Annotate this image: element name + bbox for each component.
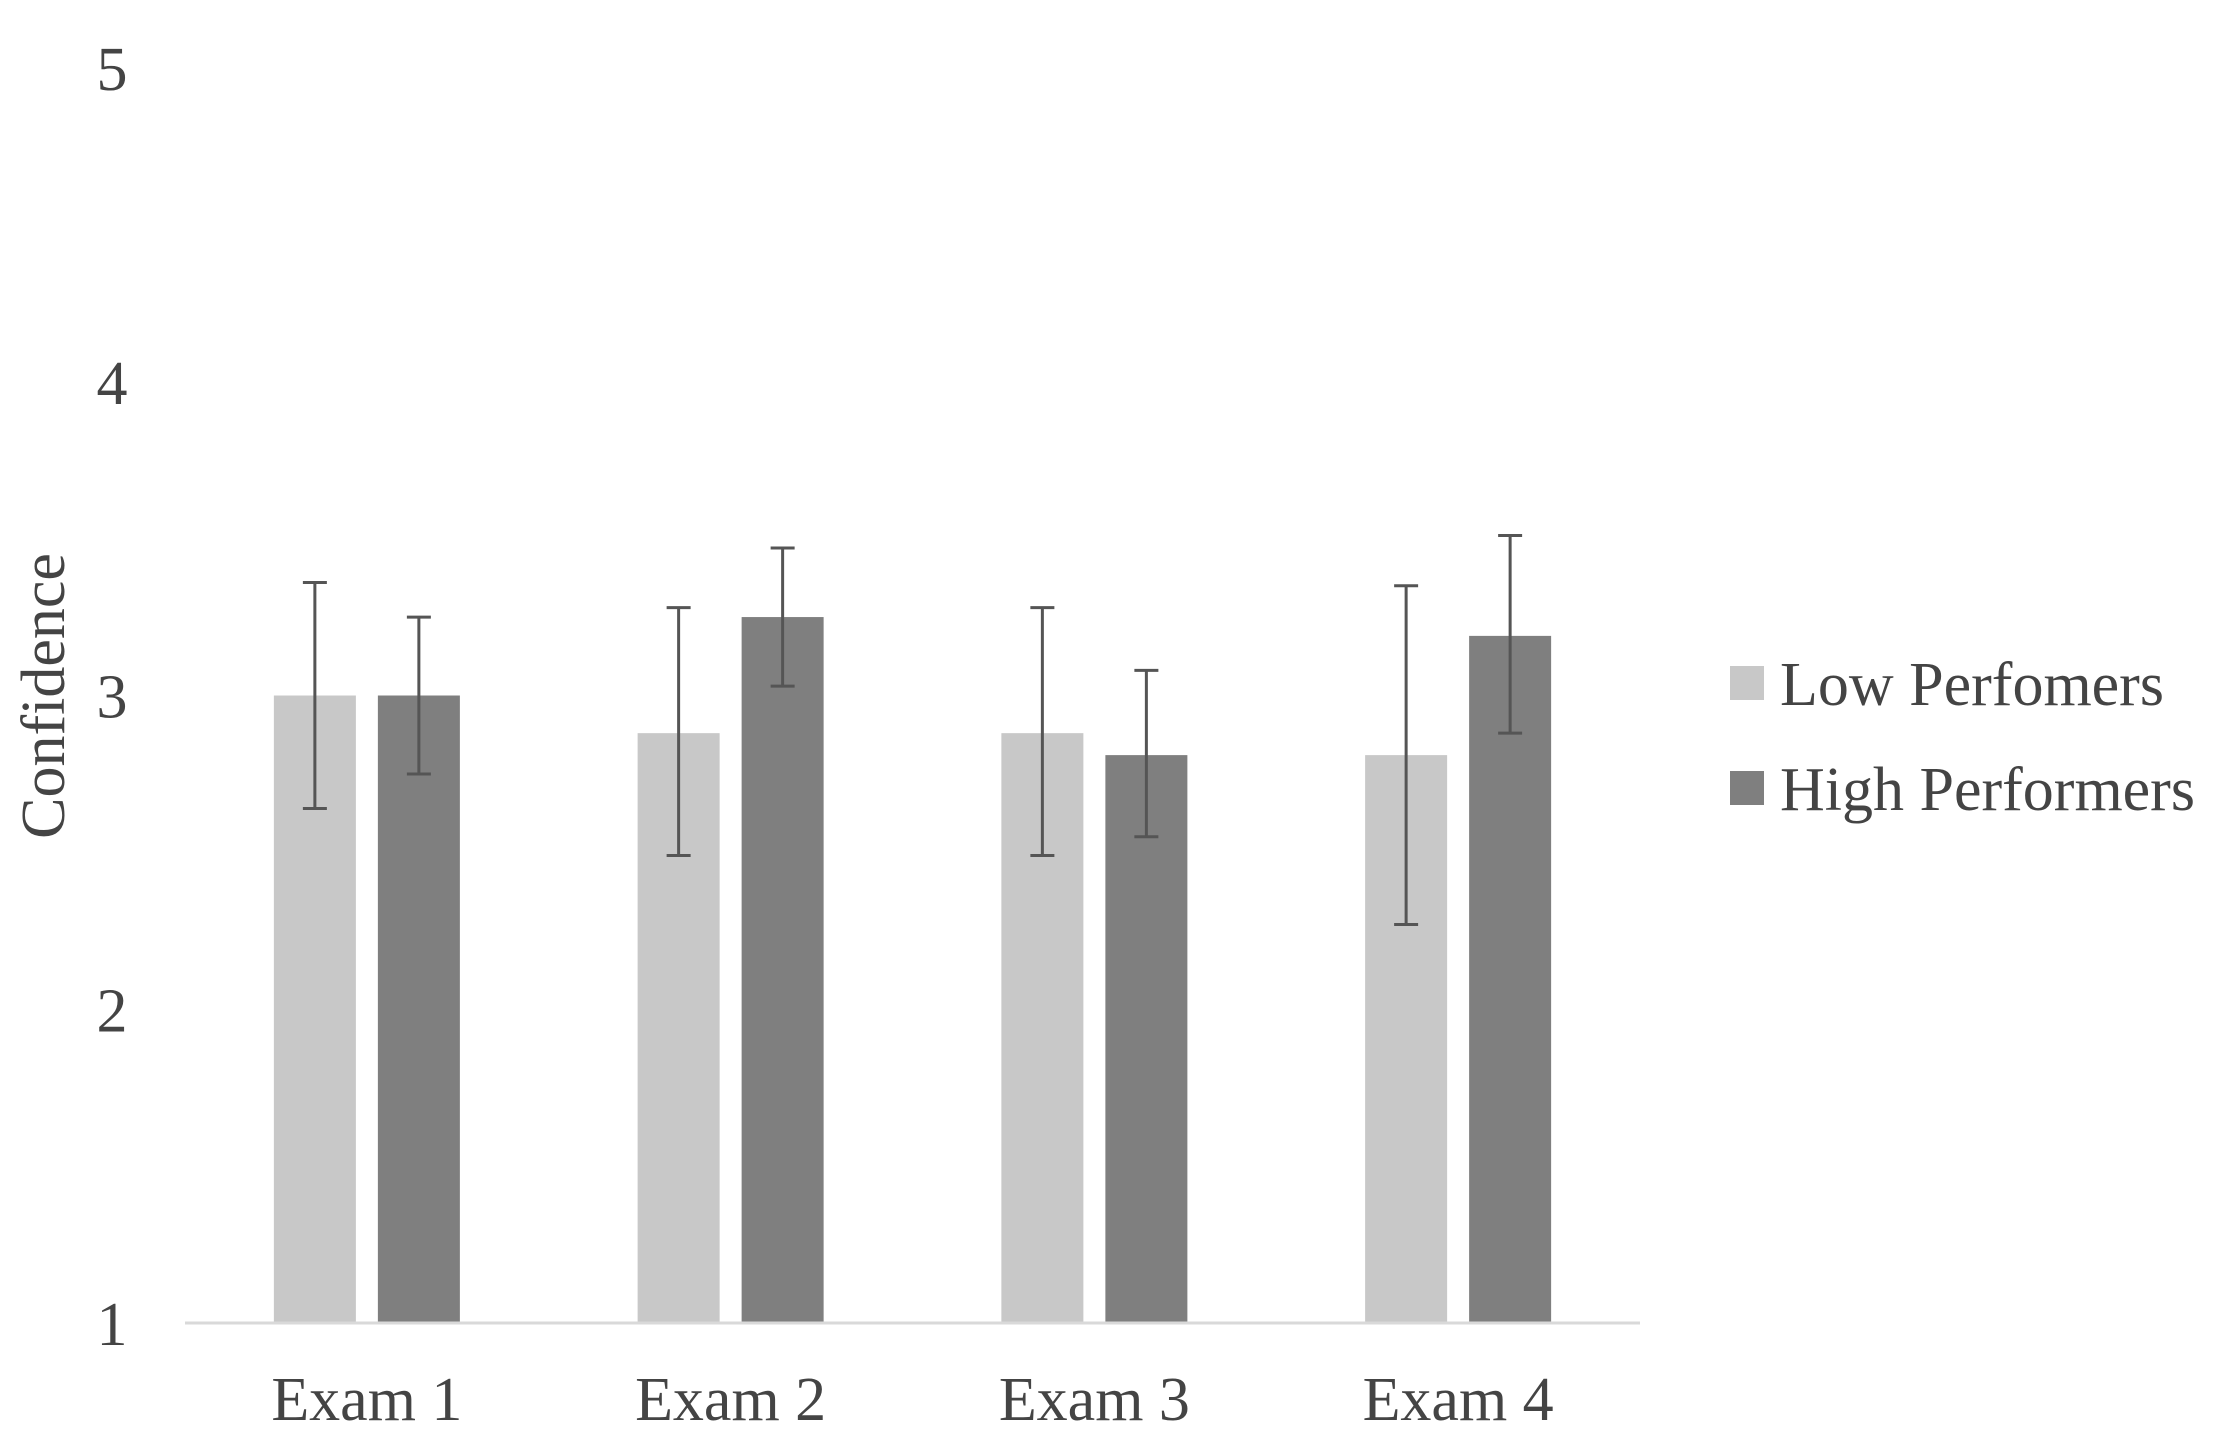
bar <box>1105 755 1188 1323</box>
x-category-label: Exam 3 <box>999 1366 1190 1433</box>
legend-swatch <box>1730 771 1764 805</box>
y-tick-label: 3 <box>97 664 128 732</box>
legend: Low Perfomers High Performers <box>1730 651 2195 824</box>
y-tick-label: 4 <box>97 350 128 418</box>
y-tick-label: 5 <box>97 36 128 104</box>
x-category-labels: Exam 1 Exam 2 Exam 3 Exam 4 <box>271 1366 1553 1433</box>
bar <box>1469 635 1552 1323</box>
y-tick-label: 2 <box>97 977 128 1045</box>
y-tick-label: 1 <box>97 1291 128 1359</box>
error-bars-layer <box>302 533 1523 927</box>
y-tick-labels: 1 2 3 4 5 <box>97 36 128 1359</box>
bar <box>741 617 824 1323</box>
legend-swatch <box>1730 666 1764 700</box>
x-category-label: Exam 2 <box>635 1366 826 1433</box>
x-category-label: Exam 1 <box>271 1366 462 1433</box>
x-category-label: Exam 4 <box>1363 1366 1554 1433</box>
legend-label: High Performers <box>1780 756 2195 824</box>
legend-label: Low Perfomers <box>1780 651 2164 719</box>
y-axis-title: Confidence <box>10 553 78 839</box>
bars-layer <box>273 617 1552 1323</box>
bar <box>377 695 460 1323</box>
y-axis-title-group: Confidence <box>10 553 78 839</box>
